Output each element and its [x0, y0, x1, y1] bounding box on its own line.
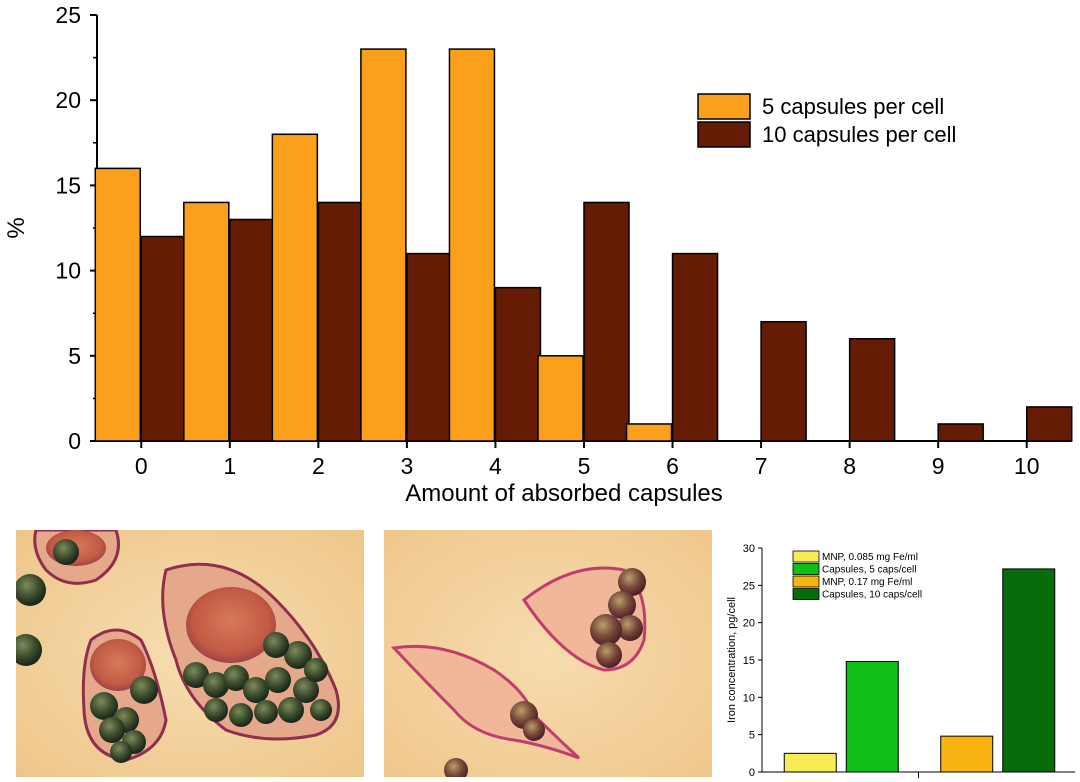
mini-y-tick-label: 5 [749, 730, 755, 742]
mini-y-tick-label: 30 [743, 543, 755, 555]
y-tick-label: 5 [68, 343, 81, 369]
bar-ten-caps-10 [1025, 406, 1073, 442]
bar-five-caps-0 [94, 167, 142, 442]
iron-concentration-chart: 0 5 10 15 20 25 30 Iron concentration, pg/cell M… [726, 543, 1075, 779]
mini-y-axis-title: Iron concentration, pg/cell [726, 597, 738, 723]
legend-label: 10 capsules per cell [762, 122, 956, 147]
x-tick-label: 0 [135, 453, 148, 479]
mini-y-tick-label: 25 [743, 580, 755, 592]
bar-ten-caps-0 [140, 235, 188, 442]
mini-y-tick-label: 20 [743, 618, 755, 630]
y-tick-label: 20 [55, 87, 81, 113]
mini-bar-1 [845, 660, 899, 773]
x-tick-label: 5 [578, 453, 591, 479]
y-tick-label: 15 [55, 172, 81, 198]
mini-y-tick-label: 15 [743, 655, 755, 667]
bar-ten-caps-7 [760, 320, 807, 442]
bar-ten-caps-8 [848, 338, 896, 442]
bar-ten-caps-3 [406, 252, 453, 442]
y-tick-label: 25 [55, 2, 81, 28]
mini-y-tick-label: 0 [749, 767, 755, 779]
mini-bar-0 [783, 752, 837, 773]
mini-legend-swatch [792, 588, 820, 600]
legend-swatch [697, 121, 751, 148]
bar-ten-caps-4 [494, 286, 542, 442]
x-tick-label: 6 [666, 453, 679, 479]
mini-legend-label: Capsules, 5 caps/cell [822, 565, 917, 576]
mini-bar-2 [940, 735, 994, 773]
x-axis-title: Amount of absorbed capsules [405, 480, 723, 507]
bar-ten-caps-5 [583, 201, 630, 442]
y-tick-label: 10 [55, 258, 81, 284]
micrograph-right-image [384, 530, 712, 777]
micrograph-left [16, 530, 364, 777]
mini-bar-3 [1002, 568, 1056, 773]
mini-legend-swatch [792, 575, 820, 588]
mini-legend-swatch [792, 563, 820, 575]
x-tick-label: 7 [755, 453, 768, 479]
mini-legend-swatch [792, 550, 820, 563]
y-tick-label: 0 [68, 428, 81, 454]
bar-five-caps-1 [183, 201, 230, 442]
mini-legend: MNP, 0.085 mg Fe/ml Capsules, 5 caps/cell… [792, 550, 922, 601]
y-axis-title: % [3, 217, 30, 238]
x-tick-label: 2 [312, 453, 325, 479]
bar-ten-caps-9 [937, 423, 984, 442]
capsule-histogram-chart: 0 5 10 15 20 25 0 1 2 3 4 5 6 7 8 9 10 Amount of absorbed… [3, 2, 1073, 507]
bar-ten-caps-1 [229, 218, 276, 442]
x-tick-label: 1 [223, 453, 236, 479]
bar-five-caps-4 [448, 48, 496, 442]
x-tick-label: 4 [489, 453, 502, 479]
x-tick-label: 3 [401, 453, 414, 479]
mini-y-tick-label: 10 [743, 692, 755, 704]
legend: 5 capsules per cell 10 capsules per cell [697, 93, 956, 148]
bar-ten-caps-6 [671, 252, 719, 442]
bar-five-caps-3 [360, 48, 407, 442]
legend-label: 5 capsules per cell [762, 94, 944, 119]
capsules-right [444, 568, 646, 777]
bar-ten-caps-2 [317, 201, 365, 442]
bar-five-caps-2 [271, 133, 319, 442]
capsules-left [16, 539, 332, 763]
bar-five-caps-6 [625, 423, 673, 442]
legend-swatch [697, 93, 751, 120]
mini-legend-label: MNP, 0.085 mg Fe/ml [822, 552, 918, 563]
micrograph-right [384, 530, 712, 777]
bar-five-caps-5 [537, 355, 584, 442]
mini-legend-label: MNP, 0.17 mg Fe/ml [822, 577, 912, 588]
x-tick-label: 9 [932, 453, 945, 479]
x-tick-label: 10 [1014, 453, 1040, 479]
mini-legend-label: Capsules, 10 caps/cell [822, 590, 922, 601]
micrograph-left-image [16, 530, 364, 777]
x-tick-label: 8 [843, 453, 856, 479]
